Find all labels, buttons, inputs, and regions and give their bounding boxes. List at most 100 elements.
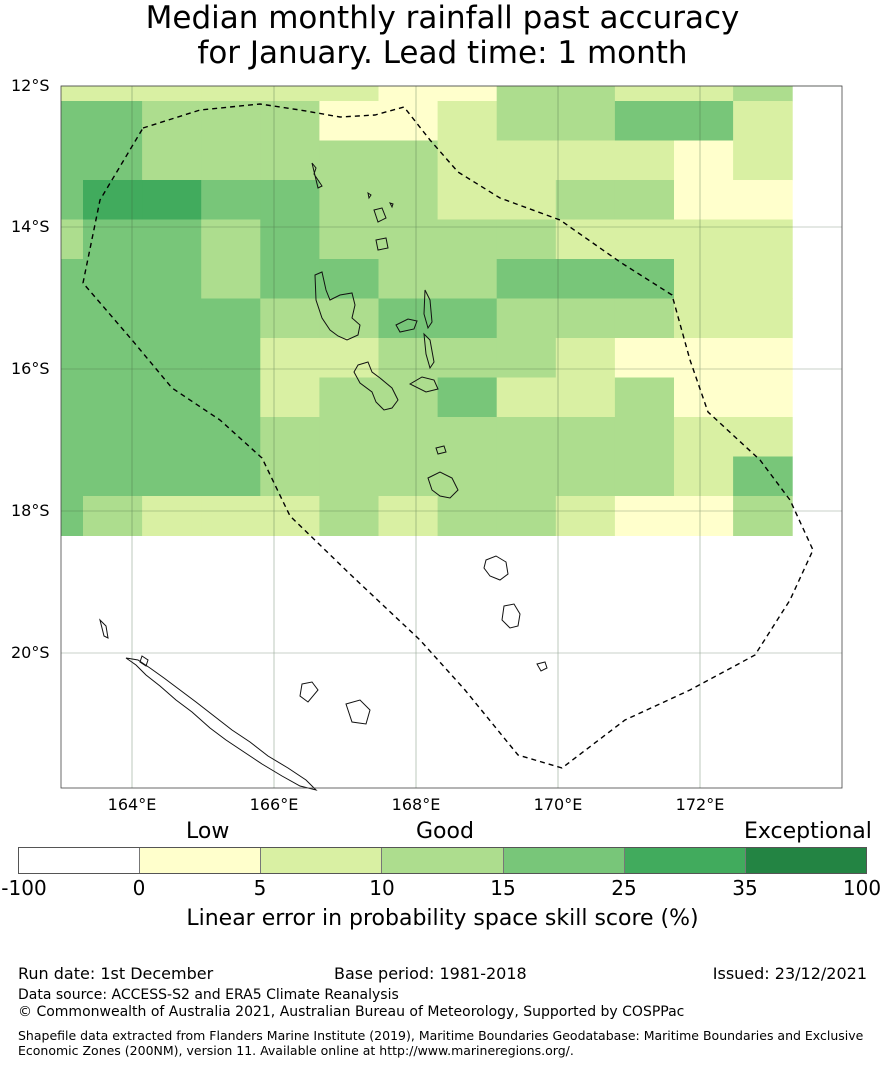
skill-cell-r7-c7 <box>437 338 498 378</box>
skill-cell-r1-c11 <box>674 101 734 141</box>
skill-cell-r10-c0 <box>61 456 84 497</box>
skill-cell-r3-c5 <box>319 180 379 220</box>
coast-loyalty-islands <box>139 655 371 725</box>
skill-cell-r1-c0 <box>61 101 84 141</box>
skill-cell-r6-c3 <box>201 298 261 339</box>
issued-date: Issued: 23/12/2021 <box>712 964 867 983</box>
skill-cell-r6-c0 <box>61 298 84 339</box>
skill-cell-r7-c0 <box>61 338 84 378</box>
skill-cell-r4-c7 <box>437 219 498 260</box>
skill-cell-r9-c1 <box>83 417 143 457</box>
shapefile-credit-line2: Economic Zones (200NM), version 11. Avai… <box>18 1043 574 1058</box>
colorbar-swatch-4 <box>503 848 625 873</box>
skill-cell-r4-c9 <box>555 219 616 260</box>
skill-cell-r1-c8 <box>496 101 557 141</box>
skill-cell-r5-c3 <box>201 259 261 299</box>
skill-cell-r2-c8 <box>496 140 557 181</box>
skill-cell-r0-c8 <box>496 86 557 102</box>
skill-cell-r6-c2 <box>142 298 202 339</box>
base-period: Base period: 1981-2018 <box>334 964 527 983</box>
skill-cell-r6-c5 <box>319 298 379 339</box>
skill-cell-r3-c6 <box>378 180 439 220</box>
skill-cell-r8-c11 <box>674 377 734 418</box>
skill-cell-r2-c5 <box>319 140 379 181</box>
chart-title-line1: Median monthly rainfall past accuracy <box>145 0 740 36</box>
coast-maewo <box>423 289 433 330</box>
skill-cell-r0-c10 <box>614 86 675 102</box>
skill-cell-r5-c6 <box>378 259 439 299</box>
skill-cell-r3-c3 <box>201 180 261 220</box>
coast-ambae <box>395 318 418 333</box>
skill-cell-r0-c7 <box>437 86 498 102</box>
skill-cell-r7-c1 <box>83 338 143 378</box>
skill-cell-r3-c11 <box>674 180 734 220</box>
skill-cell-r3-c7 <box>437 180 498 220</box>
skill-cell-r1-c3 <box>201 101 261 141</box>
skill-cell-r2-c9 <box>555 140 616 181</box>
coastlines <box>99 162 548 791</box>
skill-cell-r8-c12 <box>733 377 793 418</box>
skill-cell-r8-c5 <box>319 377 379 418</box>
skill-cell-r8-c7 <box>437 377 498 418</box>
skill-cell-r9-c5 <box>319 417 379 457</box>
skill-cell-r5-c5 <box>319 259 379 299</box>
skill-cell-r11-c8 <box>496 496 557 536</box>
skill-cell-r3-c9 <box>555 180 616 220</box>
skill-cell-r11-c9 <box>555 496 616 536</box>
skill-cell-r10-c8 <box>496 456 557 497</box>
skill-grid-cells <box>61 86 793 536</box>
skill-cell-r11-c2 <box>142 496 202 536</box>
skill-cell-r4-c0 <box>61 219 84 260</box>
skill-cell-r2-c4 <box>260 140 320 181</box>
skill-cell-r6-c4 <box>260 298 320 339</box>
skill-cell-r2-c10 <box>614 140 675 181</box>
data-source: Data source: ACCESS-S2 and ERA5 Climate … <box>18 987 399 1003</box>
coast-efate <box>427 471 459 499</box>
skill-cell-r10-c4 <box>260 456 320 497</box>
skill-cell-r9-c4 <box>260 417 320 457</box>
coast-belep-islands <box>99 618 109 639</box>
colorbar-tick-4: 15 <box>490 876 516 900</box>
lat-label-18s: 18°S <box>11 501 50 520</box>
skill-cell-r3-c1 <box>83 180 143 220</box>
skill-cell-r8-c3 <box>201 377 261 418</box>
skill-cell-r0-c4 <box>260 86 320 102</box>
skill-map <box>60 85 843 791</box>
skill-cell-r10-c12 <box>733 456 793 497</box>
shapefile-credit-line1: Shapefile data extracted from Flanders M… <box>18 1028 864 1043</box>
skill-cell-r6-c8 <box>496 298 557 339</box>
skill-cell-r9-c12 <box>733 417 793 457</box>
colorbar-swatch-3 <box>382 848 504 873</box>
skill-cell-r9-c10 <box>614 417 675 457</box>
skill-cell-r2-c6 <box>378 140 439 181</box>
skill-cell-r1-c5 <box>319 101 379 141</box>
skill-cell-r9-c8 <box>496 417 557 457</box>
skill-cell-r10-c3 <box>201 456 261 497</box>
coast-erromango <box>483 555 509 581</box>
skill-cell-r9-c6 <box>378 417 439 457</box>
coast-banks-islands <box>311 162 389 251</box>
skill-cell-r5-c1 <box>83 259 143 299</box>
skill-cell-r4-c12 <box>733 219 793 260</box>
skill-cell-r10-c9 <box>555 456 616 497</box>
skill-cell-r4-c3 <box>201 219 261 260</box>
skill-cell-r7-c10 <box>614 338 675 378</box>
skill-cell-r11-c12 <box>733 496 793 536</box>
colorbar-title: Linear error in probability space skill … <box>186 906 699 931</box>
skill-cell-r8-c6 <box>378 377 439 418</box>
coast-malekula <box>353 361 399 411</box>
skill-cell-r7-c11 <box>674 338 734 378</box>
colorbar-swatch-6 <box>745 848 866 873</box>
skill-cell-r5-c8 <box>496 259 557 299</box>
skill-cell-r4-c4 <box>260 219 320 260</box>
skill-cell-r0-c6 <box>378 86 439 102</box>
coast-aneityum <box>536 661 548 672</box>
coast-ambrym <box>408 376 439 393</box>
skill-cell-r6-c12 <box>733 298 793 339</box>
skill-cell-r0-c9 <box>555 86 616 102</box>
skill-cell-r5-c9 <box>555 259 616 299</box>
coast-pentecost <box>423 332 435 370</box>
skill-cell-r11-c5 <box>319 496 379 536</box>
eez-boundary <box>82 103 814 769</box>
skill-cell-r8-c1 <box>83 377 143 418</box>
